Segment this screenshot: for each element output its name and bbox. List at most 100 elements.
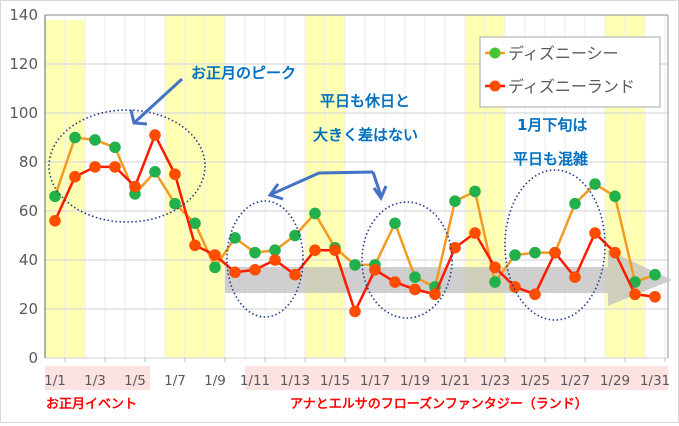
peak-arrowhead-icon (129, 109, 148, 126)
annotation-no-diff-line1: 平日も休日と (320, 92, 410, 110)
data-point-marker (469, 185, 481, 198)
data-point-marker (509, 249, 521, 261)
data-point-marker (409, 271, 421, 283)
data-point-marker (429, 288, 441, 301)
data-point-marker (589, 178, 601, 190)
legend-sea-label: ディズニーシー (508, 44, 619, 63)
y-axis-ticks: 0 20 40 60 80 100 120 140 (9, 6, 38, 367)
event-label-new-year: お正月イベント (46, 397, 137, 412)
y-tick-label: 20 (19, 300, 38, 318)
x-tick-label: 1/9 (204, 373, 226, 389)
no-diff-arrow-right-icon (371, 171, 383, 197)
data-series (49, 129, 661, 318)
data-point-marker (89, 161, 101, 173)
annotation-peak: お正月のピーク (191, 64, 296, 82)
data-point-marker (249, 246, 261, 259)
legend-land-marker-icon (489, 80, 501, 92)
data-point-marker (69, 170, 81, 183)
data-point-marker (209, 261, 221, 274)
data-point-marker (189, 239, 201, 252)
data-point-marker (289, 268, 301, 281)
x-tick-label: 1/29 (600, 373, 630, 389)
no-diff-arrow-left-icon (271, 170, 374, 196)
legend-box (479, 36, 661, 108)
y-tick-label: 120 (9, 55, 38, 73)
event-band-new-year (45, 366, 150, 390)
peak-arrow-icon (133, 77, 184, 124)
data-point-marker (449, 195, 461, 207)
data-point-marker (509, 281, 521, 293)
data-point-marker (309, 244, 321, 256)
data-point-marker (569, 197, 581, 210)
data-point-marker (349, 259, 361, 271)
data-point-marker (229, 232, 241, 244)
data-point-marker (169, 197, 181, 210)
data-point-marker (629, 288, 641, 301)
data-point-marker (409, 283, 421, 296)
legend-land-label: ディズニーランド (508, 77, 635, 96)
data-point-marker (49, 190, 61, 203)
annotation-no-diff-line2: 大きく差はない (313, 126, 418, 144)
data-point-marker (549, 246, 561, 259)
weekend-band (165, 15, 225, 358)
x-tick-label: 1/27 (560, 373, 590, 389)
annotation-late-jan-line2: 平日も混雑 (513, 150, 588, 168)
annotation-late-jan-line1: 1月下旬は (517, 116, 587, 134)
data-point-marker (89, 134, 101, 146)
data-point-marker (389, 276, 401, 288)
x-tick-label: 1/7 (164, 373, 186, 389)
data-point-marker (269, 254, 281, 266)
data-point-marker (369, 264, 381, 276)
x-tick-label: 1/3 (84, 373, 106, 389)
y-tick-label: 100 (9, 104, 38, 122)
x-tick-label: 1/15 (320, 373, 350, 389)
x-axis-ticks: 1/1 1/3 1/5 1/7 1/9 1/11 1/13 1/15 1/17 1/19 1/21 1… (44, 358, 670, 389)
x-tick-label: 1/11 (240, 373, 270, 389)
data-point-marker (449, 241, 461, 254)
data-point-marker (609, 246, 621, 259)
data-point-marker (49, 215, 61, 227)
data-point-marker (349, 305, 361, 318)
data-point-marker (529, 246, 541, 259)
no-diff-ellipse-left (226, 200, 304, 318)
data-point-marker (249, 264, 261, 276)
event-label-frozen: アナとエルサのフローズンファンタジー（ランド） (290, 396, 588, 412)
data-point-marker (649, 290, 661, 303)
data-point-marker (469, 227, 481, 239)
data-point-marker (269, 244, 281, 256)
data-point-marker (149, 129, 161, 141)
data-point-marker (389, 217, 401, 230)
y-tick-label: 140 (9, 6, 38, 24)
flat-trend-arrow (225, 250, 672, 306)
data-point-marker (189, 217, 201, 230)
peak-ellipse (48, 109, 206, 223)
data-point-marker (489, 261, 501, 274)
data-point-marker (609, 190, 621, 203)
x-tick-label: 1/25 (520, 373, 550, 389)
x-tick-label: 1/5 (124, 373, 146, 389)
y-tick-label: 0 (28, 349, 38, 367)
data-point-marker (109, 161, 121, 173)
data-point-marker (209, 249, 221, 261)
data-point-marker (309, 207, 321, 220)
x-tick-label: 1/19 (400, 373, 430, 389)
data-point-marker (649, 268, 661, 281)
x-tick-label: 1/31 (640, 373, 670, 389)
series-land (49, 129, 661, 318)
data-point-marker (69, 131, 81, 144)
x-tick-label: 1/13 (280, 373, 310, 389)
data-point-marker (289, 229, 301, 242)
legend: ディズニーシー ディズニーランド (479, 36, 661, 108)
x-tick-label: 1/21 (440, 373, 470, 389)
data-point-marker (589, 227, 601, 239)
no-diff-arrowhead-right-icon (372, 185, 388, 202)
data-point-marker (109, 141, 121, 154)
data-point-marker (129, 180, 141, 193)
data-point-marker (629, 276, 641, 288)
x-tick-label: 1/1 (44, 373, 66, 389)
data-point-marker (169, 168, 181, 181)
event-band-frozen (245, 366, 668, 390)
no-diff-arrowhead-left-icon (267, 183, 284, 201)
data-point-marker (569, 271, 581, 283)
